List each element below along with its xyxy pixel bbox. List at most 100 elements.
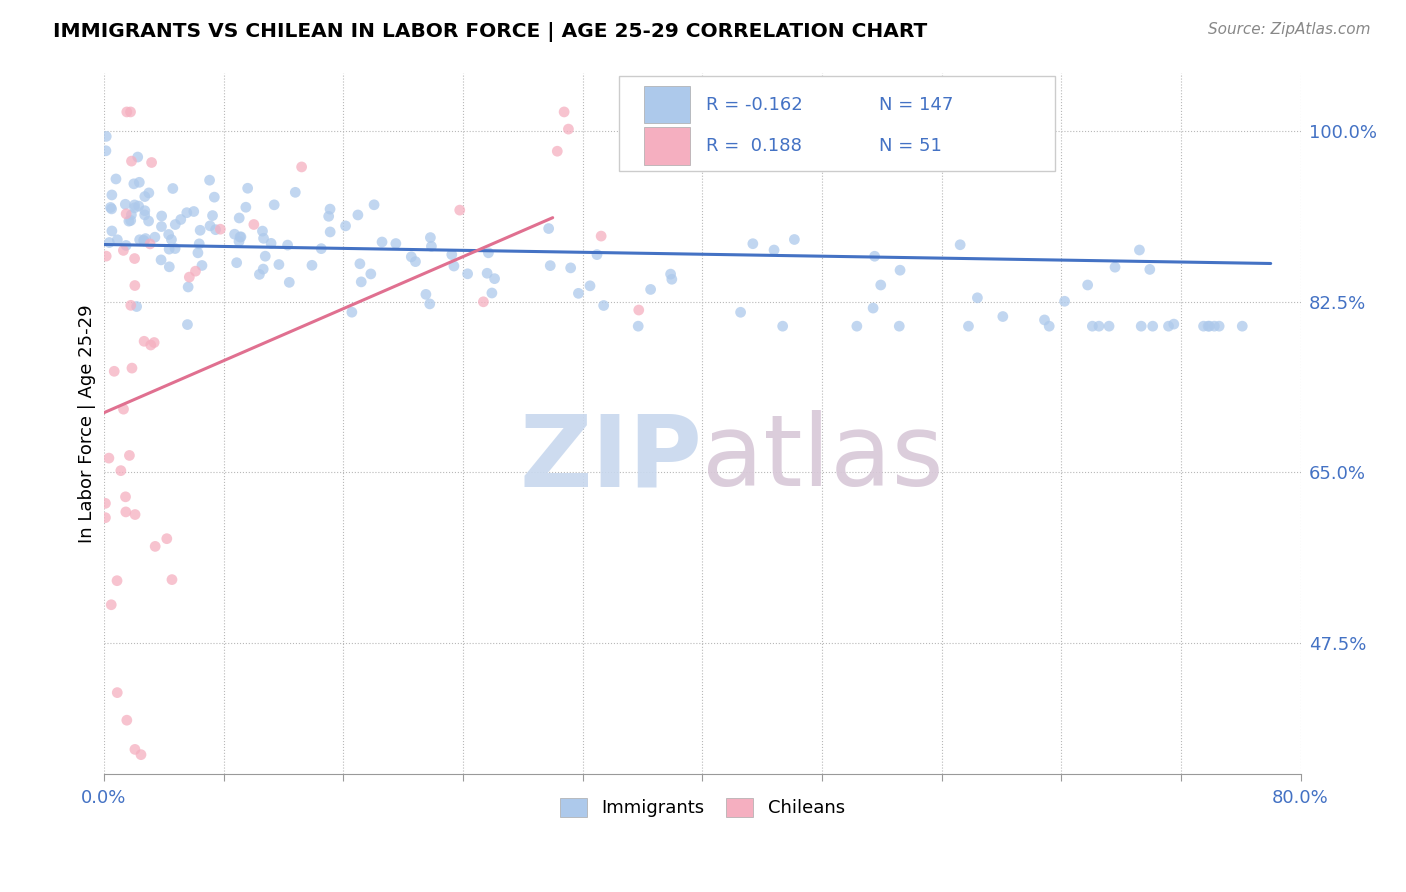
Point	[886, 153, 908, 168]
Point	[97, 451, 120, 466]
Point	[114, 505, 136, 519]
Text: R =  0.188: R = 0.188	[706, 136, 801, 154]
Point	[741, 236, 763, 251]
Point	[184, 264, 207, 278]
Point	[863, 249, 886, 263]
Point	[252, 262, 274, 277]
Point	[156, 532, 179, 546]
Point	[318, 209, 340, 223]
Point	[121, 361, 143, 376]
Point	[645, 104, 668, 119]
Point	[1142, 319, 1164, 334]
Point	[94, 496, 117, 510]
Point	[340, 305, 363, 319]
Point	[187, 245, 209, 260]
Point	[202, 190, 225, 204]
Point	[101, 188, 124, 202]
Point	[224, 227, 246, 242]
Point	[591, 229, 613, 244]
Point	[419, 297, 441, 311]
Point	[103, 364, 125, 378]
Point	[845, 319, 868, 334]
Point	[267, 258, 290, 272]
Point	[98, 235, 121, 250]
Point	[100, 202, 122, 216]
Point	[104, 172, 127, 186]
Point	[1130, 319, 1153, 334]
Point	[349, 257, 371, 271]
Point	[120, 208, 142, 222]
Point	[1098, 319, 1121, 334]
Point	[1163, 317, 1185, 331]
Point	[115, 713, 138, 727]
Point	[124, 742, 146, 756]
Point	[335, 219, 357, 233]
Point	[209, 222, 232, 236]
Point	[124, 252, 146, 266]
Point	[260, 236, 283, 251]
Point	[309, 242, 332, 256]
Point	[579, 278, 602, 293]
Point	[165, 242, 187, 256]
Point	[553, 104, 575, 119]
Point	[139, 236, 162, 251]
Point	[143, 335, 166, 350]
Point	[277, 238, 299, 252]
Point	[96, 129, 118, 144]
Point	[1192, 319, 1215, 334]
Point	[706, 104, 728, 119]
Text: N = 51: N = 51	[879, 136, 942, 154]
Text: IMMIGRANTS VS CHILEAN IN LABOR FORCE | AGE 25-29 CORRELATION CHART: IMMIGRANTS VS CHILEAN IN LABOR FORCE | A…	[53, 22, 928, 42]
Point	[1038, 319, 1060, 334]
Point	[350, 275, 373, 289]
Point	[176, 205, 198, 219]
Point	[1198, 319, 1220, 334]
Point	[401, 250, 423, 264]
Point	[1197, 319, 1219, 334]
Point	[419, 230, 441, 244]
Point	[443, 259, 465, 273]
Point	[1204, 319, 1226, 334]
Point	[627, 319, 650, 334]
Point	[371, 235, 394, 249]
Point	[176, 318, 198, 332]
Point	[100, 201, 122, 215]
Y-axis label: In Labor Force | Age 25-29: In Labor Force | Age 25-29	[79, 304, 96, 543]
Point	[1053, 294, 1076, 309]
Point	[139, 338, 162, 352]
Point	[124, 198, 146, 212]
Point	[112, 402, 135, 417]
Point	[121, 154, 143, 169]
Point	[134, 189, 156, 203]
Point	[160, 233, 183, 247]
Point	[198, 219, 221, 233]
Point	[640, 282, 662, 296]
Point	[472, 294, 495, 309]
Point	[991, 310, 1014, 324]
Point	[420, 239, 443, 253]
Point	[127, 150, 149, 164]
Point	[301, 258, 323, 272]
Point	[228, 235, 250, 249]
Point	[1077, 277, 1099, 292]
Point	[560, 260, 582, 275]
Point	[124, 201, 146, 215]
Point	[94, 510, 117, 524]
Point	[138, 214, 160, 228]
Point	[385, 236, 408, 251]
Point	[138, 186, 160, 200]
Point	[627, 303, 650, 318]
Point	[284, 186, 307, 200]
Point	[821, 104, 844, 119]
Point	[204, 222, 226, 236]
Point	[457, 267, 479, 281]
Point	[966, 291, 988, 305]
FancyBboxPatch shape	[644, 127, 690, 165]
Point	[763, 243, 786, 257]
Point	[405, 254, 427, 268]
Point	[225, 256, 247, 270]
Point	[363, 198, 385, 212]
Text: atlas: atlas	[702, 410, 943, 508]
Point	[201, 209, 224, 223]
Point	[347, 208, 370, 222]
